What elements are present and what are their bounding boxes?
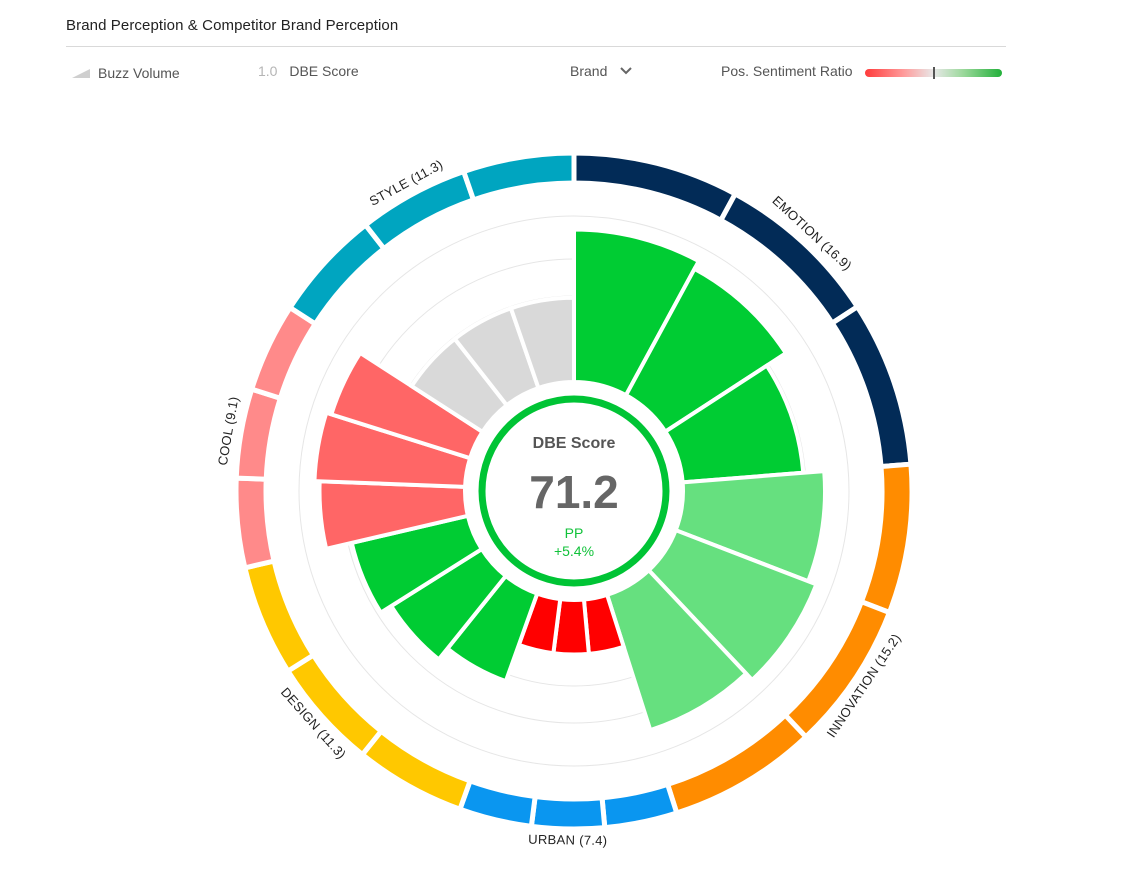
- center-title: DBE Score: [533, 435, 616, 452]
- dbe-score-number: 1.0: [258, 63, 278, 79]
- ring-segment-innovation-2: [664, 711, 810, 817]
- ring-segment-emotion-0: [571, 150, 739, 224]
- triangle-icon: [72, 68, 90, 78]
- ring-segment-cool-0: [233, 475, 278, 571]
- ring-segment-style-2: [460, 150, 577, 204]
- center-circle: [478, 395, 670, 587]
- bar-emotion-0[interactable]: [572, 227, 702, 398]
- brand-dropdown-value: Brand: [570, 63, 608, 79]
- bar-cool-1[interactable]: [312, 410, 473, 489]
- bar-innovation-2[interactable]: [604, 567, 750, 733]
- center-pp-label: PP: [565, 525, 584, 541]
- ring-segment-design-2: [241, 558, 317, 675]
- ring-segment-urban-0: [599, 781, 680, 831]
- buzz-volume-legend: Buzz Volume: [72, 65, 180, 81]
- ring-segment-cool-2: [248, 304, 319, 402]
- buzz-volume-label: Buzz Volume: [98, 65, 180, 81]
- sentiment-gradient-bar: [864, 66, 1002, 79]
- ring-segment-innovation-0: [858, 461, 915, 616]
- ring-segment-urban-2: [456, 777, 538, 830]
- brand-dropdown[interactable]: Brand: [570, 63, 633, 79]
- ring-segment-cool-1: [233, 386, 284, 482]
- dbe-score-legend: 1.0 DBE Score: [258, 63, 359, 79]
- ring-segment-emotion-2: [828, 303, 914, 470]
- chevron-down-icon: [620, 67, 633, 75]
- grid-circle-3: [298, 215, 850, 767]
- outer-ring: [233, 150, 915, 832]
- sentiment-label: Pos. Sentiment Ratio: [721, 63, 853, 79]
- bar-cool-2[interactable]: [328, 350, 486, 461]
- bar-innovation-1[interactable]: [645, 527, 819, 683]
- center-pp-change: +5.4%: [554, 543, 594, 559]
- ring-segment-style-0: [286, 221, 388, 328]
- sentiment-marker: [932, 66, 935, 79]
- bar-style-2[interactable]: [508, 295, 576, 391]
- title-divider: [66, 46, 1006, 47]
- page-title: Brand Perception & Competitor Brand Perc…: [66, 17, 399, 34]
- center-value: 71.2: [529, 466, 619, 518]
- ring-segment-urban-1: [528, 793, 608, 832]
- category-label-urban: URBAN (7.4): [528, 832, 607, 848]
- bar-emotion-1[interactable]: [623, 266, 789, 435]
- bar-group: [312, 227, 827, 733]
- dbe-score-label: DBE Score: [289, 63, 359, 79]
- ring-segment-design-0: [358, 727, 474, 813]
- center-score: DBE Score 71.2 PP +5.4%: [478, 395, 670, 587]
- sentiment-legend: Pos. Sentiment Ratio: [721, 63, 1002, 79]
